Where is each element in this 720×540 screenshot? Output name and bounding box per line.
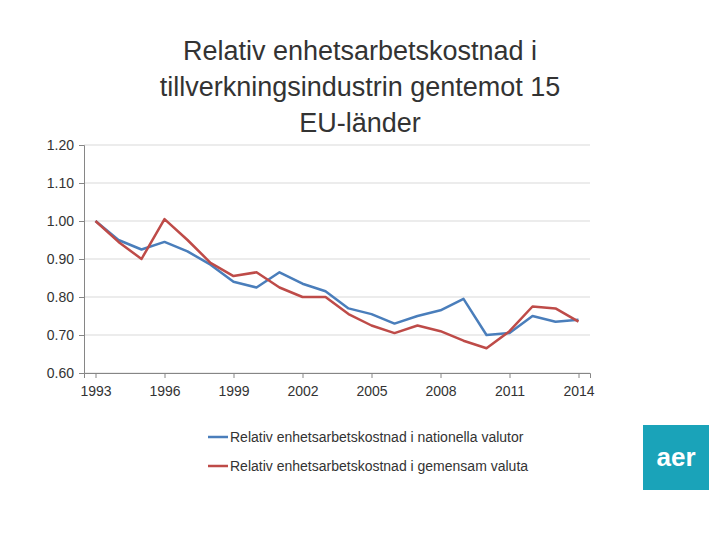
x-tick: 1999	[218, 373, 249, 399]
series-line	[96, 221, 579, 335]
grid	[84, 145, 590, 373]
legend-label: Relativ enhetsarbetskostnad i gemensam v…	[230, 458, 528, 474]
x-axis: 1993 1996 1999 2002 2005 2008 2011 2014	[80, 373, 594, 399]
x-tick: 2005	[356, 373, 387, 399]
logo-box	[643, 425, 709, 490]
x-tick-label: 2011	[495, 383, 525, 399]
y-tick: 1.00	[47, 213, 84, 229]
y-tick-label: 1.00	[47, 213, 74, 229]
x-tick: 2008	[425, 373, 456, 399]
x-tick-label: 1993	[80, 383, 111, 399]
grid-line	[84, 221, 590, 222]
chart: Relativ enhetsarbetskostnad i tillverknin…	[0, 0, 720, 540]
x-tick-mark	[441, 373, 442, 378]
y-tick: 1.10	[47, 175, 84, 191]
logo-text: aer	[656, 442, 695, 472]
x-tick: 1993	[80, 373, 111, 399]
y-tick: 0.90	[47, 251, 84, 267]
y-tick-label: 0.90	[47, 251, 74, 267]
title-line: Relativ enhetsarbetskostnad i	[183, 36, 537, 66]
y-tick-mark	[79, 297, 84, 298]
series-line	[96, 219, 579, 348]
y-tick-mark	[79, 259, 84, 260]
y-tick: 0.60	[47, 365, 84, 381]
x-tick-label: 2014	[563, 383, 594, 399]
x-tick-mark	[303, 373, 304, 378]
grid-line	[84, 145, 590, 146]
x-tick-mark	[165, 373, 166, 378]
x-tick-label: 2002	[287, 383, 318, 399]
legend: Relativ enhetsarbetskostnad i nationella…	[208, 429, 528, 474]
y-tick-mark	[79, 373, 84, 374]
title: Relativ enhetsarbetskostnad i tillverknin…	[160, 36, 561, 138]
y-tick: 1.20	[47, 137, 84, 153]
grid-line	[84, 183, 590, 184]
x-tick-label: 2008	[425, 383, 456, 399]
x-tick-mark	[372, 373, 373, 378]
y-tick: 0.80	[47, 289, 84, 305]
logo: aer	[643, 425, 709, 490]
grid-line	[84, 259, 590, 260]
y-tick: 0.70	[47, 327, 84, 343]
x-tick: 2014	[563, 373, 594, 399]
x-tick-mark	[96, 373, 97, 378]
x-tick-mark	[234, 373, 235, 378]
y-axis: 0.60 0.70 0.80 0.90 1.00 1.10 1.20	[47, 137, 85, 381]
legend-swatch	[208, 436, 228, 439]
title-line: tillverkningsindustrin gentemot 15	[160, 72, 561, 102]
y-tick-mark	[79, 335, 84, 336]
title-line: EU-länder	[299, 108, 421, 138]
y-tick-mark	[79, 145, 84, 146]
x-tick-mark	[510, 373, 511, 378]
x-tick: 1996	[149, 373, 180, 399]
y-tick-label: 0.80	[47, 289, 74, 305]
legend-swatch	[208, 465, 228, 468]
grid-line	[84, 335, 590, 336]
grid-line	[84, 297, 590, 298]
legend-label: Relativ enhetsarbetskostnad i nationella…	[230, 429, 524, 445]
x-tick: 2011	[495, 373, 525, 399]
y-tick-label: 0.70	[47, 327, 74, 343]
y-axis-line	[79, 146, 85, 374]
x-tick-mark	[579, 373, 580, 378]
x-axis-line	[85, 374, 591, 379]
x-tick-label: 1999	[218, 383, 249, 399]
y-tick-label: 1.20	[47, 137, 74, 153]
y-tick-mark	[79, 221, 84, 222]
x-tick-label: 2005	[356, 383, 387, 399]
y-tick-mark	[79, 183, 84, 184]
x-tick: 2002	[287, 373, 318, 399]
x-tick-label: 1996	[149, 383, 180, 399]
y-tick-label: 0.60	[47, 365, 74, 381]
plot-area	[96, 219, 579, 348]
y-tick-label: 1.10	[47, 175, 74, 191]
